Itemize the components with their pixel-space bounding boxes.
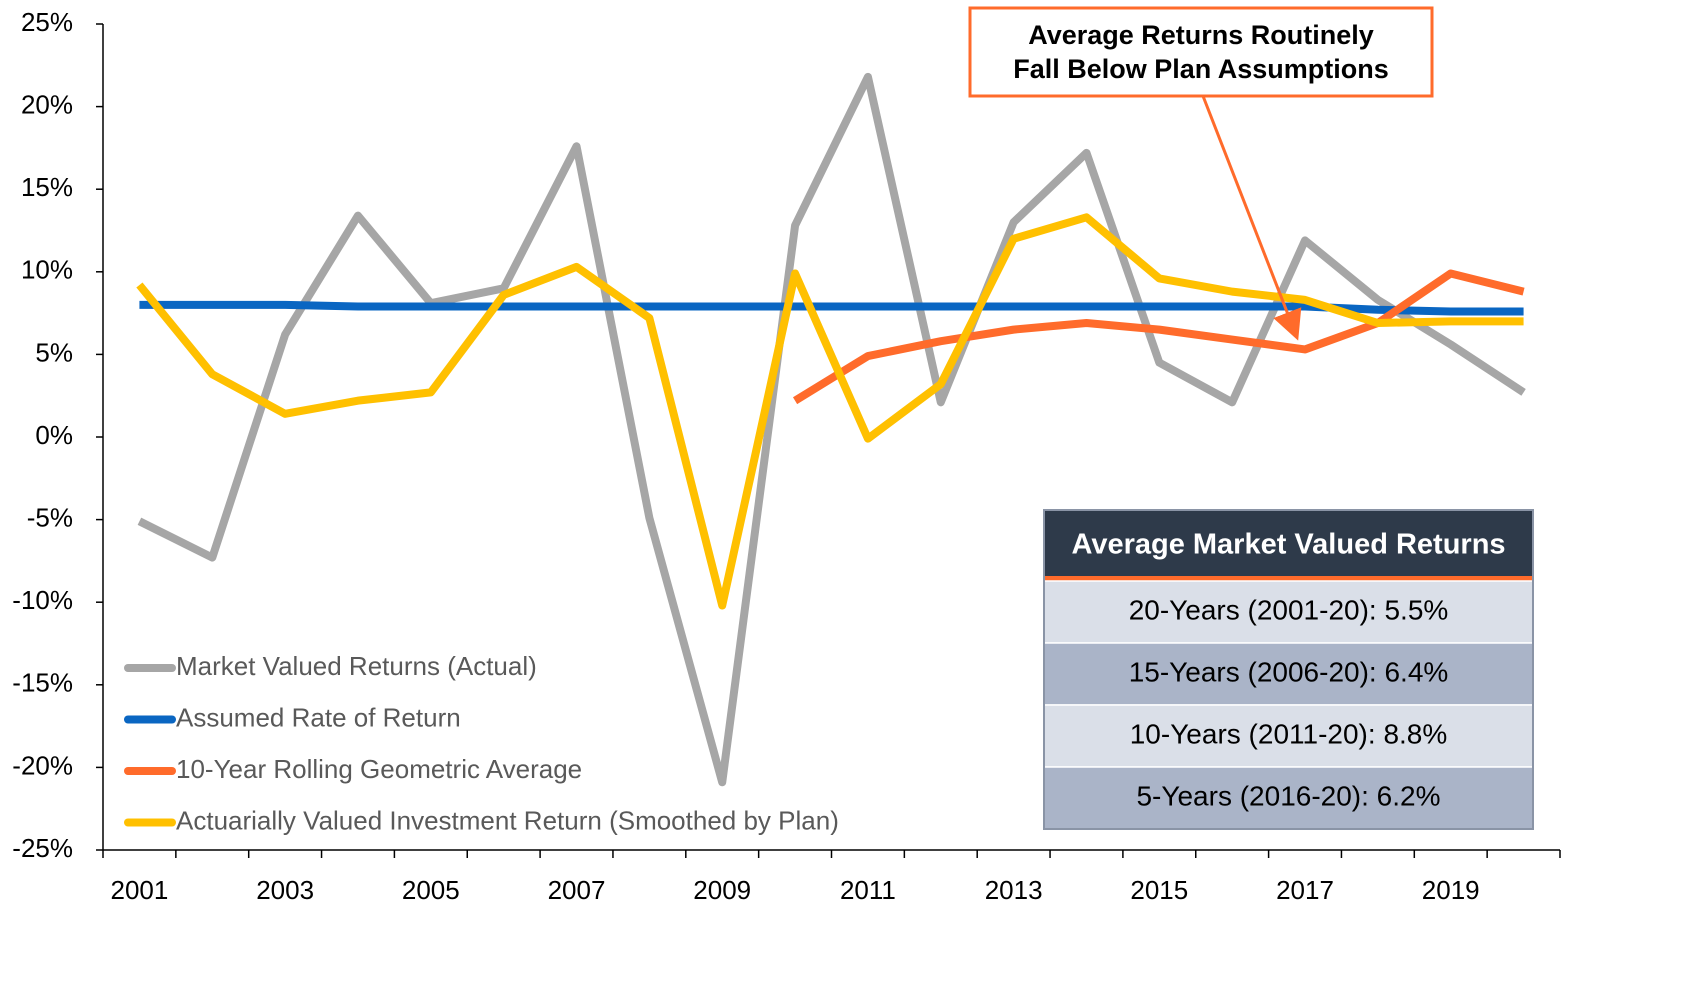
x-tick-label: 2007 xyxy=(548,875,606,905)
table-row-bg xyxy=(1043,704,1534,768)
table-header-bg xyxy=(1044,510,1533,578)
x-tick-label: 2017 xyxy=(1276,875,1334,905)
series-line xyxy=(792,269,1525,405)
table-row: 10-Years (2011-20): 8.8% xyxy=(1130,718,1448,749)
annotation-text: Fall Below Plan Assumptions xyxy=(1013,54,1389,84)
table-border xyxy=(1043,509,1534,830)
x-tick-label: 2009 xyxy=(693,875,751,905)
y-tick-label: 25% xyxy=(21,7,73,37)
table-header-rule xyxy=(1044,576,1533,581)
annotation-box xyxy=(968,6,1434,98)
x-tick-label: 2019 xyxy=(1422,875,1480,905)
series-line xyxy=(137,72,1526,787)
x-tick-label: 2005 xyxy=(402,875,460,905)
y-tick-label: -10% xyxy=(12,585,73,615)
series-line xyxy=(136,213,1524,610)
legend-label: Assumed Rate of Return xyxy=(176,702,461,732)
y-tick-label: 15% xyxy=(21,172,73,202)
y-tick-label: 20% xyxy=(21,89,73,119)
x-tick-label: 2015 xyxy=(1130,875,1188,905)
y-tick-label: -5% xyxy=(27,502,73,532)
annotation-arrow xyxy=(1201,95,1302,341)
x-tick-label: 2011 xyxy=(840,875,896,905)
x-tick-label: 2013 xyxy=(985,875,1043,905)
y-tick-label: 10% xyxy=(21,255,73,285)
table-title: Average Market Valued Returns xyxy=(1071,529,1505,561)
y-tick-label: 0% xyxy=(35,420,73,450)
legend-label: Actuarially Valued Investment Return (Sm… xyxy=(176,805,839,835)
table-row: 20-Years (2001-20): 5.5% xyxy=(1129,594,1449,625)
y-tick-label: -15% xyxy=(12,668,73,698)
annotation-text: Average Returns Routinely xyxy=(1028,20,1374,50)
table-row: 15-Years (2006-20): 6.4% xyxy=(1129,656,1449,687)
x-tick-label: 2001 xyxy=(111,875,169,905)
legend-label: 10-Year Rolling Geometric Average xyxy=(176,754,582,784)
y-tick-label: 5% xyxy=(35,337,73,367)
series-line xyxy=(139,300,1524,316)
table-row: 5-Years (2016-20): 6.2% xyxy=(1136,780,1440,811)
legend-label: Market Valued Returns (Actual) xyxy=(176,651,537,681)
x-tick-label: 2003 xyxy=(256,875,314,905)
table-row-bg xyxy=(1043,580,1534,644)
y-tick-label: -25% xyxy=(12,833,73,863)
y-tick-label: -20% xyxy=(12,750,73,780)
